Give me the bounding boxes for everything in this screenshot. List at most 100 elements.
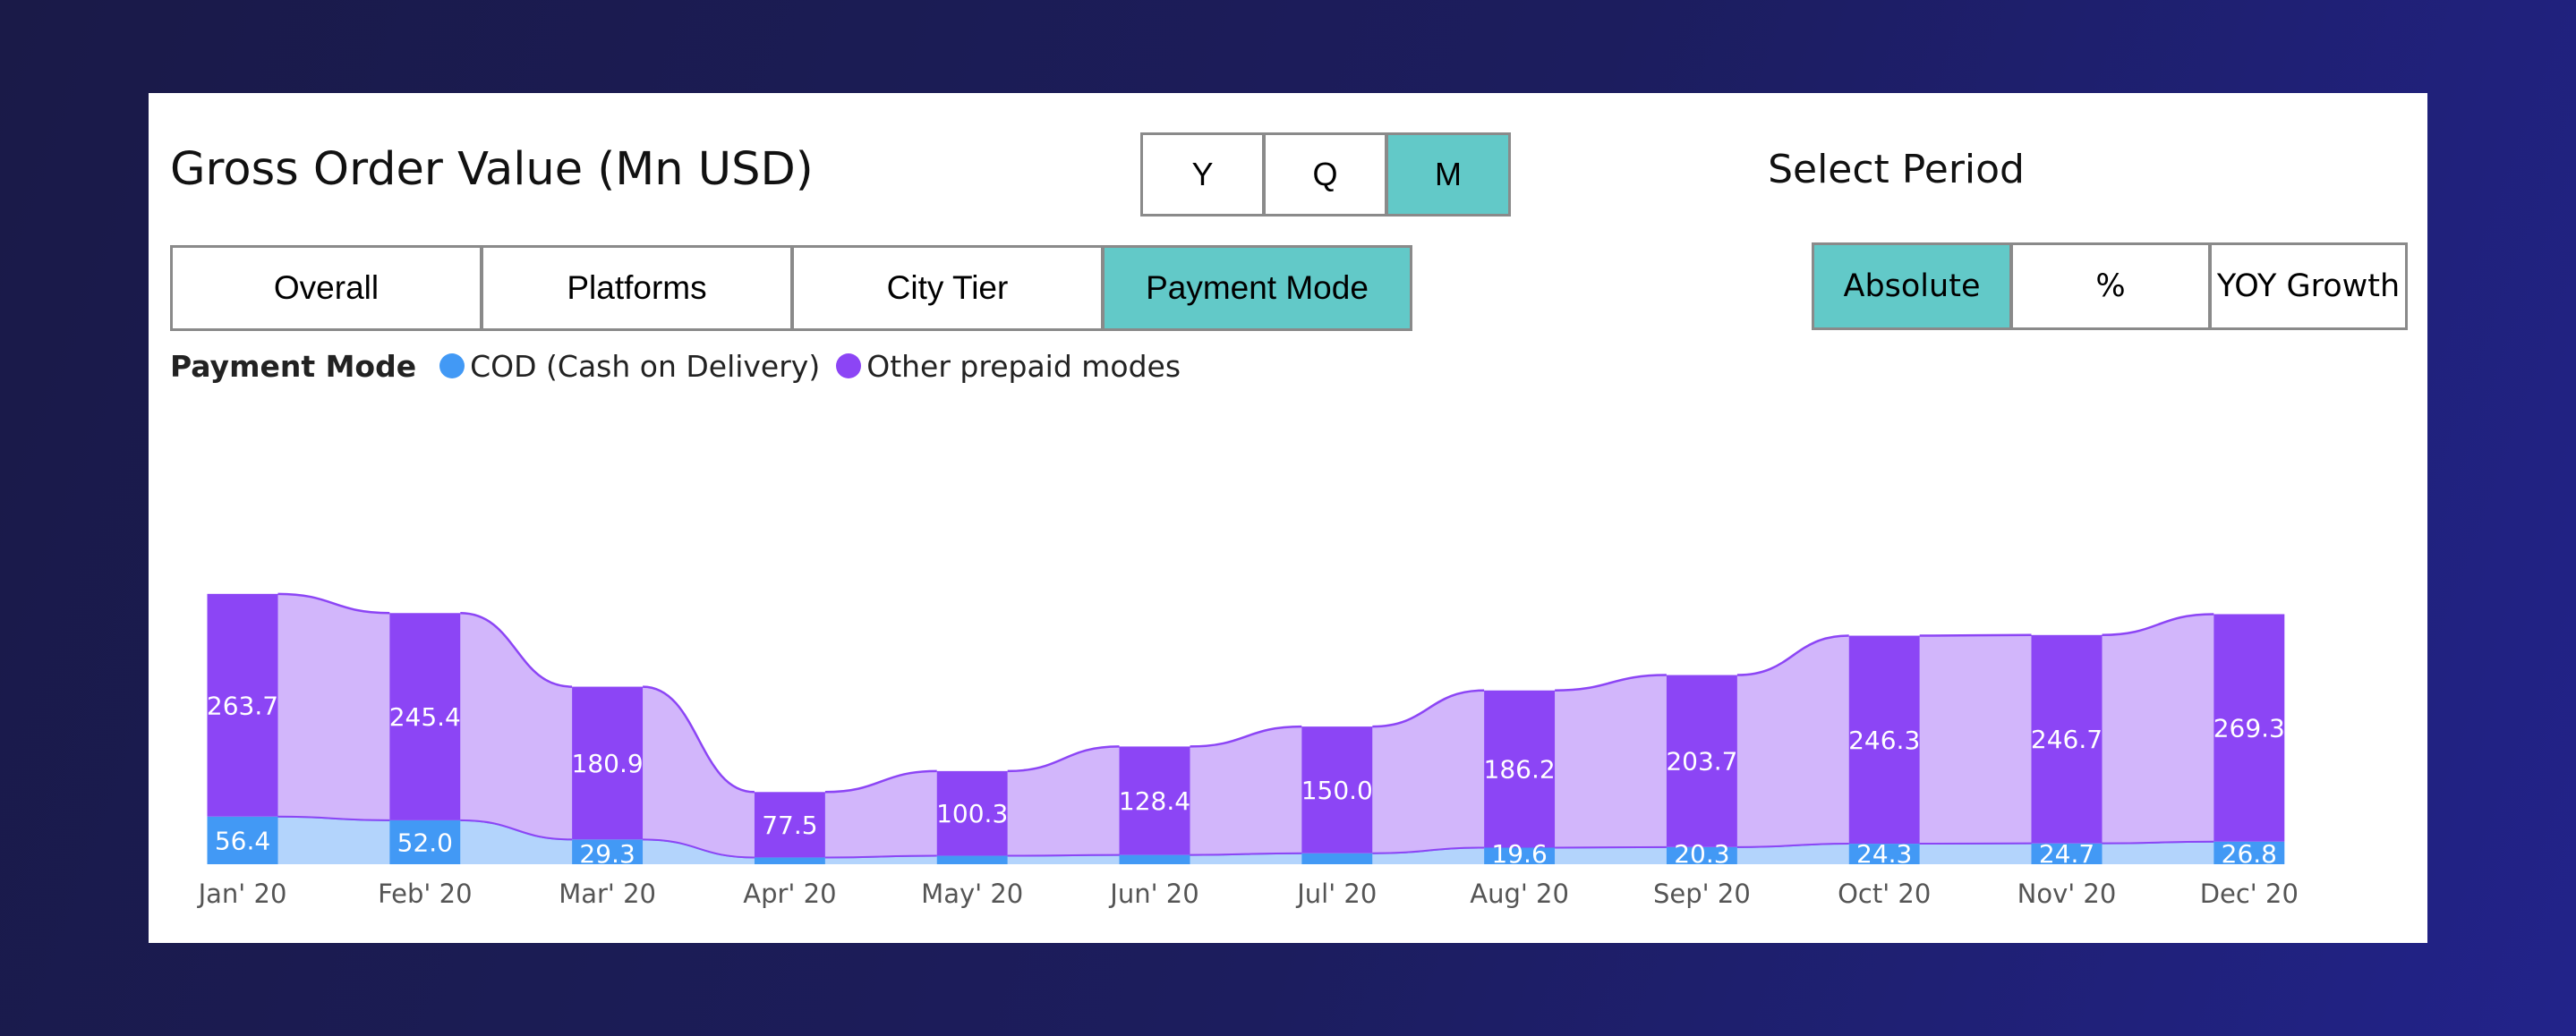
x-tick-label: Dec' 20 — [2200, 879, 2299, 909]
prepaid-data-label: 186.2 — [1484, 755, 1556, 785]
cod-data-label: 24.7 — [2039, 839, 2094, 869]
legend-item-cod[interactable]: COD (Cash on Delivery) — [439, 349, 820, 384]
tab-payment-mode[interactable]: Payment Mode — [1102, 245, 1412, 331]
x-tick-label: Mar' 20 — [559, 879, 656, 909]
prepaid-ribbon-lower-edge — [1007, 853, 1120, 857]
cod-bar — [207, 816, 278, 864]
period-y-button[interactable]: Y — [1140, 132, 1265, 217]
prepaid-data-label: 100.3 — [936, 799, 1008, 828]
cod-ribbon — [1736, 844, 1849, 864]
prepaid-ribbon-edge — [1007, 745, 1120, 773]
prepaid-ribbon — [1372, 690, 1485, 853]
prepaid-bar — [2031, 634, 2103, 844]
x-tick-label: Apr' 20 — [743, 879, 836, 909]
prepaid-bar — [1848, 635, 1920, 845]
prepaid-ribbon-lower-edge — [1372, 846, 1485, 854]
x-tick-label: Nov' 20 — [2017, 879, 2117, 909]
cod-bar — [1119, 854, 1190, 864]
prepaid-ribbon-edge — [2102, 613, 2214, 637]
prepaid-bar — [207, 593, 278, 817]
prepaid-data-label: 77.5 — [762, 811, 817, 840]
mode-yoy-growth-button[interactable]: YOY Growth — [2209, 242, 2408, 330]
prepaid-ribbon-edge — [1736, 634, 1849, 676]
period-q-button[interactable]: Q — [1263, 132, 1387, 217]
prepaid-ribbon-lower-edge — [824, 854, 937, 859]
cod-ribbon — [277, 816, 390, 864]
cod-ribbon — [1372, 847, 1485, 864]
cod-bar — [389, 819, 461, 864]
x-tick-label: Sep' 20 — [1653, 879, 1751, 909]
prepaid-bar — [1119, 746, 1190, 855]
prepaid-ribbon-edge — [1190, 725, 1302, 748]
prepaid-bar — [1301, 726, 1373, 853]
tab-overall[interactable]: Overall — [170, 245, 482, 331]
prepaid-ribbon — [1919, 634, 2032, 845]
prepaid-data-label: 246.7 — [2031, 725, 2103, 754]
period-m-button[interactable]: M — [1386, 132, 1511, 217]
x-tick-label: Oct' 20 — [1838, 879, 1931, 909]
cod-bar — [1848, 844, 1920, 864]
prepaid-bar — [754, 792, 825, 858]
prepaid-ribbon-edge — [460, 612, 573, 688]
prepaid-data-label: 263.7 — [207, 691, 278, 720]
prepaid-data-label: 180.9 — [572, 749, 644, 778]
cod-bar — [2213, 841, 2285, 864]
prepaid-ribbon-edge — [1555, 674, 1667, 692]
legend-title: Payment Mode — [170, 348, 417, 384]
cod-ribbon — [1555, 846, 1667, 864]
prepaid-legend-dot-icon — [836, 353, 862, 378]
cod-data-label: 19.6 — [1491, 839, 1547, 869]
cod-ribbon — [1190, 853, 1302, 864]
cod-bar — [1484, 847, 1556, 864]
x-tick-label: Aug' 20 — [1470, 879, 1569, 909]
chart-legend: Payment Mode COD (Cash on Delivery) Othe… — [170, 344, 1181, 388]
page-title: Gross Order Value (Mn USD) — [170, 143, 814, 196]
prepaid-ribbon — [1007, 746, 1120, 856]
prepaid-ribbon — [1736, 635, 1849, 847]
cod-bar — [2031, 843, 2103, 864]
prepaid-bar — [572, 686, 644, 840]
prepaid-ribbon-edge — [824, 769, 937, 794]
cod-ribbon — [460, 819, 573, 864]
chart-card: Gross Order Value (Mn USD) Select Period… — [149, 93, 2427, 943]
prepaid-bar — [1666, 675, 1737, 847]
prepaid-ribbon-edge — [1372, 689, 1485, 728]
cod-ribbon — [1919, 843, 2032, 864]
legend-label-prepaid: Other prepaid modes — [866, 348, 1181, 384]
tab-city-tier[interactable]: City Tier — [791, 245, 1104, 331]
cod-data-label: 26.8 — [2222, 839, 2277, 869]
cod-ribbon — [1007, 854, 1120, 864]
prepaid-ribbon-lower-edge — [1190, 852, 1302, 856]
cod-legend-dot-icon — [439, 353, 465, 378]
cod-bar — [1301, 853, 1373, 864]
cod-ribbon — [643, 839, 755, 864]
prepaid-ribbon-lower-edge — [643, 838, 755, 859]
prepaid-ribbon — [1555, 675, 1667, 848]
x-tick-label: Jul' 20 — [1295, 879, 1377, 909]
prepaid-ribbon — [2102, 614, 2214, 844]
x-tick-label: Feb' 20 — [378, 879, 472, 909]
prepaid-ribbon-lower-edge — [277, 815, 390, 821]
legend-item-prepaid[interactable]: Other prepaid modes — [836, 349, 1181, 384]
cod-bar — [936, 855, 1008, 864]
prepaid-ribbon — [460, 613, 573, 840]
prepaid-data-label: 245.4 — [389, 702, 461, 732]
prepaid-bar — [389, 613, 461, 820]
cod-data-label: 52.0 — [397, 828, 453, 857]
prepaid-bar — [936, 770, 1008, 856]
mode-absolute-button[interactable]: Absolute — [1812, 242, 2012, 330]
prepaid-ribbon — [277, 593, 390, 820]
prepaid-data-label: 203.7 — [1666, 747, 1737, 777]
x-tick-label: May' 20 — [921, 879, 1023, 909]
prepaid-ribbon — [1190, 726, 1302, 855]
x-tick-label: Jan' 20 — [197, 879, 287, 909]
cod-bar — [754, 857, 825, 864]
prepaid-bar — [1484, 690, 1556, 848]
prepaid-bar — [2213, 614, 2285, 842]
prepaid-ribbon-edge — [277, 592, 390, 615]
cod-bar — [1666, 846, 1737, 864]
cod-data-label: 56.4 — [215, 826, 270, 855]
prepaid-ribbon — [824, 770, 937, 858]
prepaid-ribbon-edge — [643, 685, 755, 794]
cod-data-label: 29.3 — [579, 839, 635, 869]
